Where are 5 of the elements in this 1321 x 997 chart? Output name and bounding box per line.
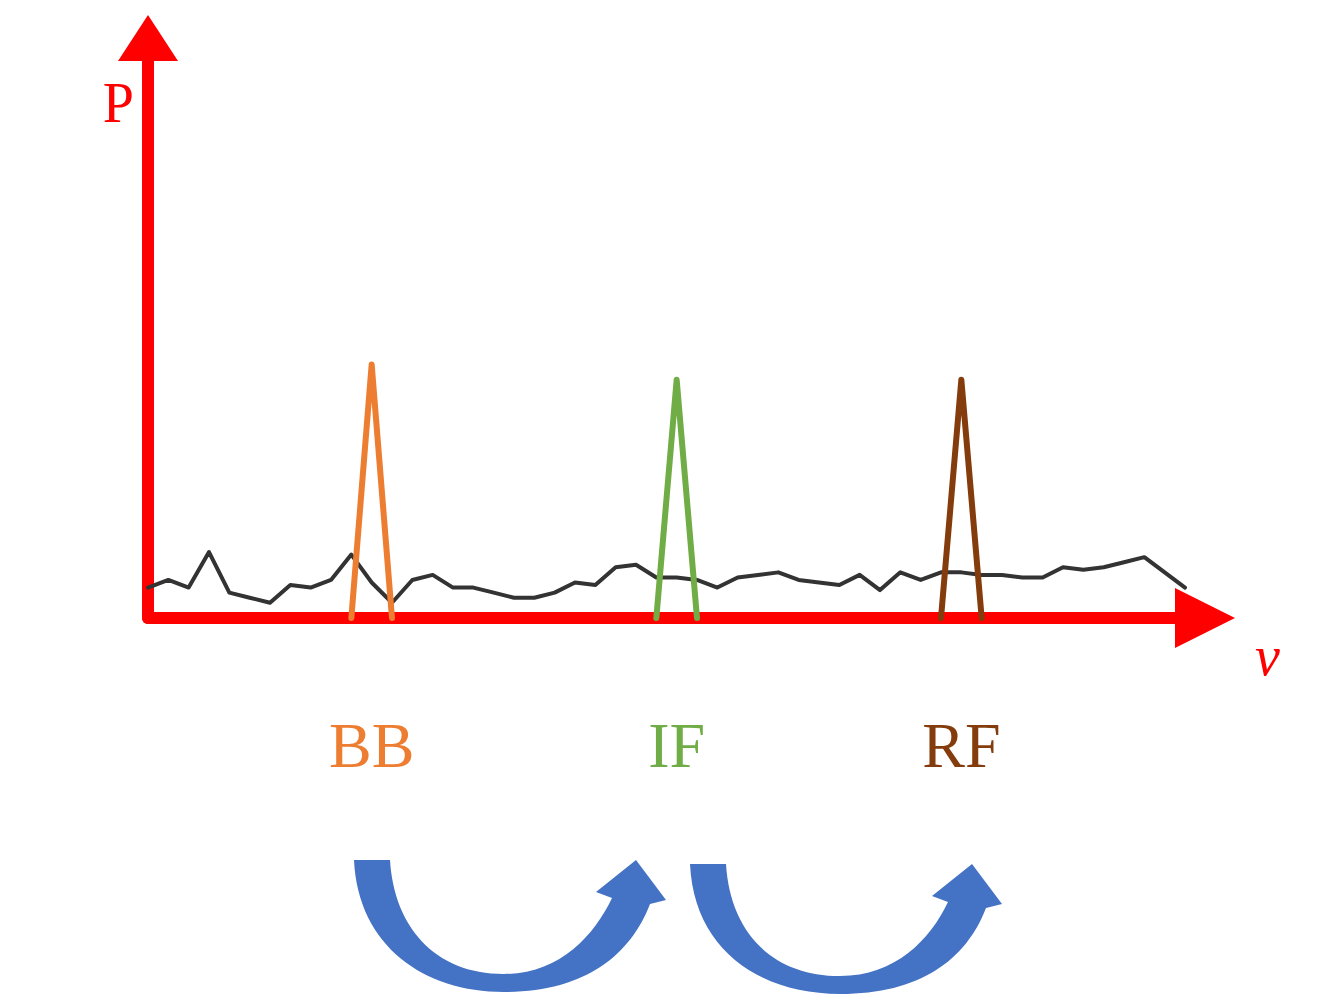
- series-label: IF: [648, 709, 706, 781]
- series-label: BB: [328, 709, 415, 781]
- x-axis-title: ν: [1255, 625, 1280, 687]
- series-label: RF: [922, 709, 1001, 781]
- y-axis-title: P: [102, 72, 134, 134]
